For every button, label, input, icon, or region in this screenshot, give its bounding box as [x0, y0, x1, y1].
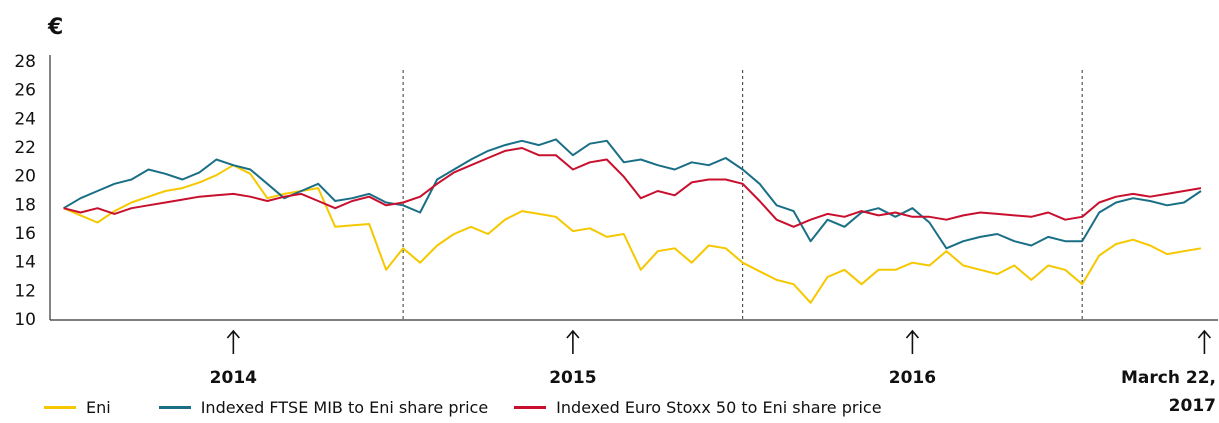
legend-label: Eni: [86, 398, 111, 417]
y-tick-label: 20: [14, 167, 36, 187]
series-line: [63, 138, 1202, 250]
x-tick-label: March 22, 2017: [1121, 368, 1216, 416]
x-tick-label: 2016: [888, 368, 937, 388]
legend-swatch: [158, 406, 191, 409]
series-line: [63, 147, 1202, 228]
tick-arrow: [226, 329, 240, 354]
x-tick-label: 2014: [209, 368, 257, 388]
y-tick-label: 16: [14, 224, 36, 244]
y-axis-label: €: [47, 15, 63, 40]
y-tick-label: 10: [14, 310, 36, 330]
legend-item: Indexed Euro Stoxx 50 to Eni share price: [514, 398, 882, 417]
y-tick-label: 18: [14, 195, 36, 215]
y-tick-label: 24: [14, 109, 36, 129]
legend-label: Indexed FTSE MIB to Eni share price: [200, 398, 489, 417]
series-line: [63, 164, 1202, 304]
y-tick-label: 14: [14, 253, 36, 273]
y-tick-label: 26: [14, 81, 36, 101]
legend-label: Indexed Euro Stoxx 50 to Eni share price: [556, 398, 882, 417]
legend-item: Eni: [44, 398, 111, 417]
y-tick-label: 28: [14, 52, 36, 72]
tick-arrow: [566, 329, 580, 354]
legend-swatch: [514, 406, 547, 409]
tick-arrow: [905, 329, 920, 354]
legend: Eni Indexed FTSE MIB to Eni share price In…: [44, 398, 908, 417]
y-tick-label: 22: [14, 138, 36, 158]
x-tick-label: 2015: [549, 368, 597, 388]
y-tick-label: 12: [14, 281, 36, 301]
legend-item: Indexed FTSE MIB to Eni share price: [158, 398, 489, 417]
legend-swatch: [44, 406, 76, 409]
tick-arrow: [1197, 329, 1212, 354]
